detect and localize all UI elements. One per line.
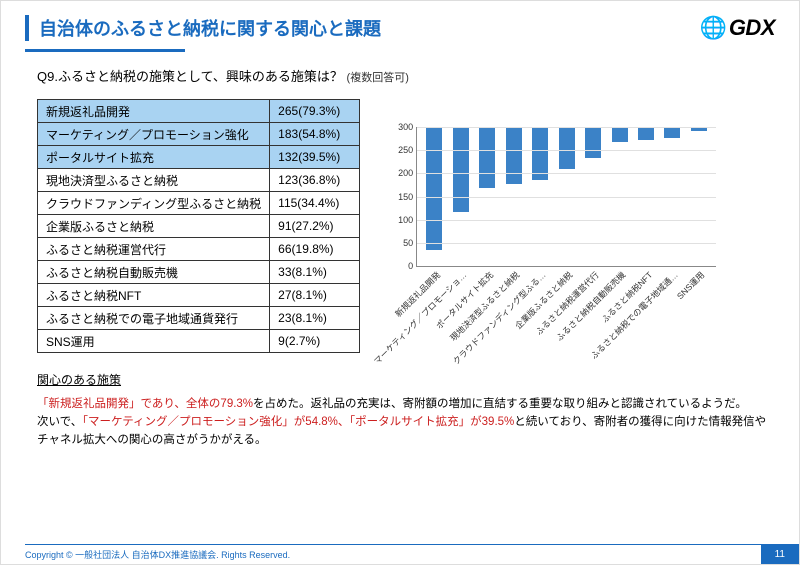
table-cell-label: 企業版ふるさと納税 [38, 215, 270, 238]
page-number: 11 [761, 544, 799, 564]
chart-bar [664, 127, 680, 138]
table-cell-label: ポータルサイト拡充 [38, 146, 270, 169]
chart-y-label: 200 [391, 168, 413, 178]
analysis-text: 「新規返礼品開発」であり、全体の79.3%を占めた。返礼品の充実は、寄附額の増加… [37, 396, 775, 449]
chart-gridline [417, 127, 716, 128]
chart-gridline [417, 173, 716, 174]
analysis-highlight-1: 「新規返礼品開発」であり、全体の79.3% [37, 398, 253, 410]
table-row: 現地決済型ふるさと納税123(36.8%) [38, 169, 360, 192]
table-row: 新規返礼品開発265(79.3%) [38, 100, 360, 123]
table-cell-value: 33(8.1%) [270, 261, 360, 284]
logo-text: GDX [729, 15, 775, 41]
chart-y-label: 250 [391, 145, 413, 155]
content-row: 新規返礼品開発265(79.3%)マーケティング／プロモーション強化183(54… [37, 99, 775, 353]
chart-y-label: 150 [391, 192, 413, 202]
chart-bar [638, 127, 654, 140]
question-text: Q9.ふるさと納税の施策として、興味のある施策は？ (複数回答可) [37, 66, 775, 85]
chart-bar [612, 127, 628, 142]
subheading: 関心のある施策 [37, 371, 775, 388]
table-row: マーケティング／プロモーション強化183(54.8%) [38, 123, 360, 146]
chart-bar [479, 127, 495, 188]
slide: 自治体のふるさと納税に関する関心と課題 🌐 GDX Q9.ふるさと納税の施策とし… [0, 0, 800, 565]
chart-bar [453, 127, 469, 212]
title-underline [25, 49, 185, 52]
table-row: SNS運用9(2.7%) [38, 330, 360, 353]
table-cell-label: ふるさと納税での電子地域通貨発行 [38, 307, 270, 330]
table-row: ポータルサイト拡充132(39.5%) [38, 146, 360, 169]
table-cell-value: 23(8.1%) [270, 307, 360, 330]
table-cell-value: 27(8.1%) [270, 284, 360, 307]
table-cell-label: ふるさと納税NFT [38, 284, 270, 307]
table-cell-label: マーケティング／プロモーション強化 [38, 123, 270, 146]
table-cell-value: 265(79.3%) [270, 100, 360, 123]
chart-y-label: 50 [391, 238, 413, 248]
table-cell-label: ふるさと納税運営代行 [38, 238, 270, 261]
table-cell-value: 115(34.4%) [270, 192, 360, 215]
footer: Copyright © 一般社団法人 自治体DX推進協議会. Rights Re… [1, 544, 799, 564]
table-cell-value: 9(2.7%) [270, 330, 360, 353]
chart-gridline [417, 197, 716, 198]
table-cell-value: 66(19.8%) [270, 238, 360, 261]
table-row: ふるさと納税での電子地域通貨発行23(8.1%) [38, 307, 360, 330]
chart-bar [506, 127, 522, 184]
analysis-text-2: 次いで、 [37, 416, 82, 428]
table-cell-label: 現地決済型ふるさと納税 [38, 169, 270, 192]
header: 自治体のふるさと納税に関する関心と課題 🌐 GDX [1, 1, 799, 45]
table-cell-value: 91(27.2%) [270, 215, 360, 238]
table-row: クラウドファンディング型ふるさと納税115(34.4%) [38, 192, 360, 215]
analysis-text-1: を占めた。返礼品の充実は、寄附額の増加に直結する重要な取り組みと認識されているよ… [253, 398, 747, 410]
table-row: ふるさと納税NFT27(8.1%) [38, 284, 360, 307]
table-cell-label: ふるさと納税自動販売機 [38, 261, 270, 284]
chart-bar [585, 127, 601, 158]
table-cell-value: 132(39.5%) [270, 146, 360, 169]
chart-bar [426, 127, 442, 250]
table-cell-value: 183(54.8%) [270, 123, 360, 146]
table-cell-label: クラウドファンディング型ふるさと納税 [38, 192, 270, 215]
logo: 🌐 GDX [700, 15, 775, 41]
chart-bar [559, 127, 575, 169]
page-title: 自治体のふるさと納税に関する関心と課題 [25, 15, 381, 41]
chart-x-label: SNS運用 [675, 269, 708, 302]
question-main: Q9.ふるさと納税の施策として、興味のある施策は？ [37, 69, 343, 84]
table-row: 企業版ふるさと納税91(27.2%) [38, 215, 360, 238]
table-row: ふるさと納税運営代行66(19.8%) [38, 238, 360, 261]
data-table: 新規返礼品開発265(79.3%)マーケティング／プロモーション強化183(54… [37, 99, 360, 353]
chart-bar [532, 127, 548, 180]
chart-y-label: 0 [391, 261, 413, 271]
chart-gridline [417, 220, 716, 221]
chart-y-label: 300 [391, 122, 413, 132]
chart-gridline [417, 243, 716, 244]
copyright: Copyright © 一般社団法人 自治体DX推進協議会. Rights Re… [1, 548, 290, 561]
chart-y-label: 100 [391, 215, 413, 225]
table-row: ふるさと納税自動販売機33(8.1%) [38, 261, 360, 284]
table-cell-label: 新規返礼品開発 [38, 100, 270, 123]
table-cell-label: SNS運用 [38, 330, 270, 353]
footer-line [25, 544, 775, 545]
table-cell-value: 123(36.8%) [270, 169, 360, 192]
chart-gridline [417, 150, 716, 151]
bar-chart: 新規返礼品開発マーケティング／プロモーショ…ポータルサイト拡充現地決済型ふるさと… [390, 127, 730, 347]
question-note: (複数回答可) [347, 72, 409, 84]
analysis-highlight-2: 「マーケティング／プロモーション強化」が54.8%、「ポータルサイト拡充」が39… [82, 416, 514, 428]
globe-icon: 🌐 [700, 15, 727, 41]
chart-plot: 新規返礼品開発マーケティング／プロモーショ…ポータルサイト拡充現地決済型ふるさと… [416, 127, 716, 267]
